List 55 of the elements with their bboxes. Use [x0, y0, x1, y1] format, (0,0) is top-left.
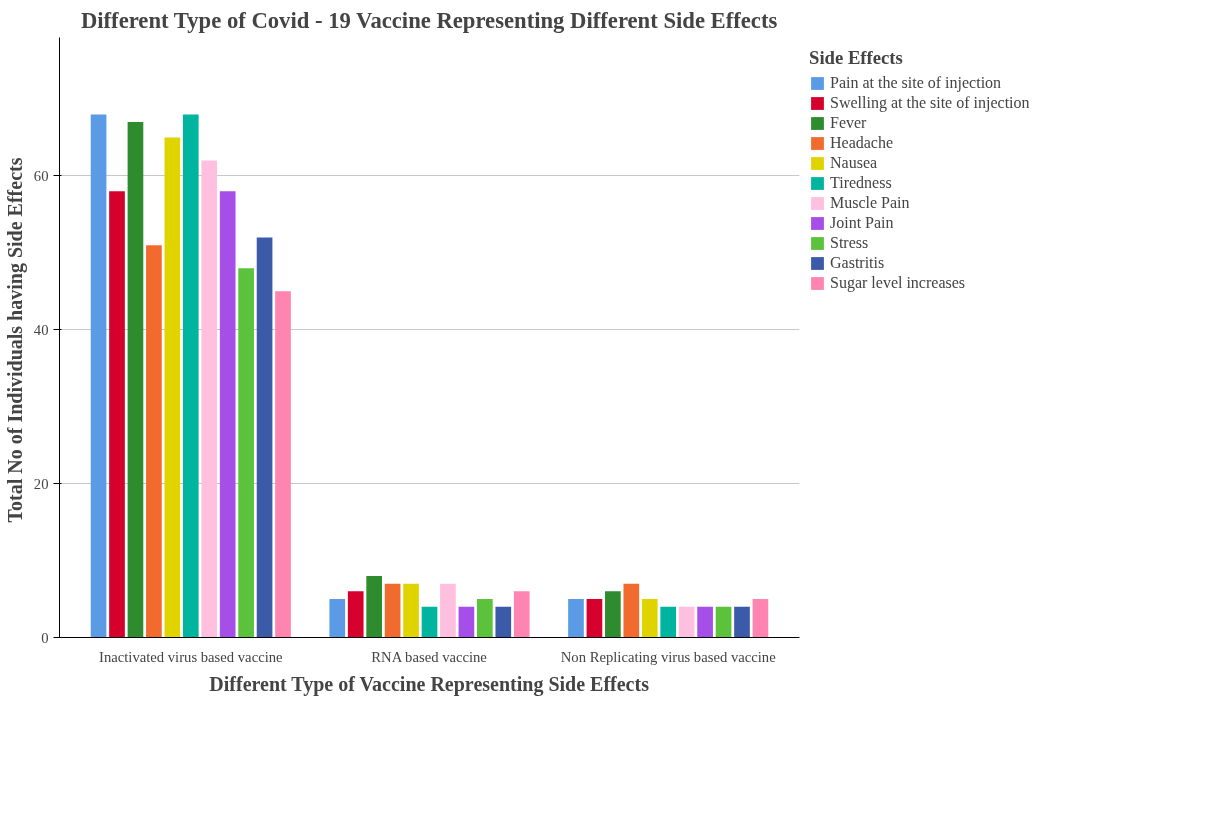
- bar: [568, 599, 584, 638]
- y-tick-label: 0: [41, 629, 49, 646]
- bar: [403, 583, 419, 638]
- bar: [495, 606, 512, 638]
- x-tick-label: Non Replicating virus based vaccine: [560, 648, 776, 665]
- bar: [477, 599, 493, 638]
- bar: [201, 160, 218, 638]
- bar: [421, 606, 438, 638]
- y-tick-label: 60: [33, 167, 49, 184]
- bar: [275, 291, 291, 638]
- y-axis-title: Total No of Individuals having Side Effects: [3, 157, 27, 523]
- bar: [513, 591, 530, 638]
- bar: [127, 122, 144, 638]
- legend-label: Muscle Pain: [830, 194, 910, 212]
- legend-label: Headache: [830, 134, 894, 152]
- legend-label: Nausea: [830, 154, 878, 172]
- bar: [605, 591, 621, 638]
- chart-title: Different Type of Covid - 19 Vaccine Representing Different Side Effects: [80, 7, 778, 33]
- bar: [182, 114, 199, 638]
- y-tick-label: 20: [33, 475, 49, 492]
- legend-label: Joint Pain: [830, 214, 894, 232]
- legend-label: Swelling at the site of injection: [830, 94, 1030, 112]
- bar: [715, 606, 732, 638]
- legend-label: Pain at the site of injection: [830, 74, 1002, 92]
- bar: [384, 583, 401, 638]
- legend-label: Fever: [830, 114, 867, 132]
- bar: [660, 606, 677, 638]
- y-tick-label: 40: [33, 321, 49, 338]
- legend-title: Side Effects: [809, 47, 904, 69]
- bar: [752, 599, 769, 638]
- bar: [734, 606, 750, 638]
- bar: [90, 114, 107, 638]
- bar: [347, 591, 364, 638]
- x-axis-title: Different Type of Vaccine Representing Side Effects: [209, 672, 650, 696]
- bar: [458, 606, 475, 638]
- bar: [586, 599, 603, 638]
- bar: [440, 583, 456, 638]
- bar: [109, 191, 125, 638]
- x-tick-label: RNA based vaccine: [371, 648, 487, 665]
- legend-label: Sugar level increases: [830, 274, 966, 292]
- legend-label: Gastritis: [830, 254, 885, 272]
- bar: [697, 606, 713, 638]
- bar: [641, 599, 658, 638]
- x-tick-label: Inactivated virus based vaccine: [99, 648, 283, 665]
- bar: [623, 583, 640, 638]
- legend-label: Tiredness: [830, 174, 892, 192]
- bar: [238, 268, 254, 638]
- bar: [164, 137, 181, 638]
- legend-label: Stress: [830, 234, 869, 252]
- bar: [329, 599, 346, 638]
- bar: [678, 606, 695, 638]
- bar: [219, 191, 236, 638]
- bar: [366, 575, 382, 638]
- bar: [146, 245, 162, 638]
- bar: [256, 237, 273, 638]
